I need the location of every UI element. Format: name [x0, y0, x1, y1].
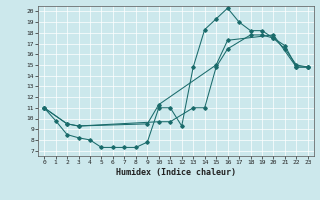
- X-axis label: Humidex (Indice chaleur): Humidex (Indice chaleur): [116, 168, 236, 177]
